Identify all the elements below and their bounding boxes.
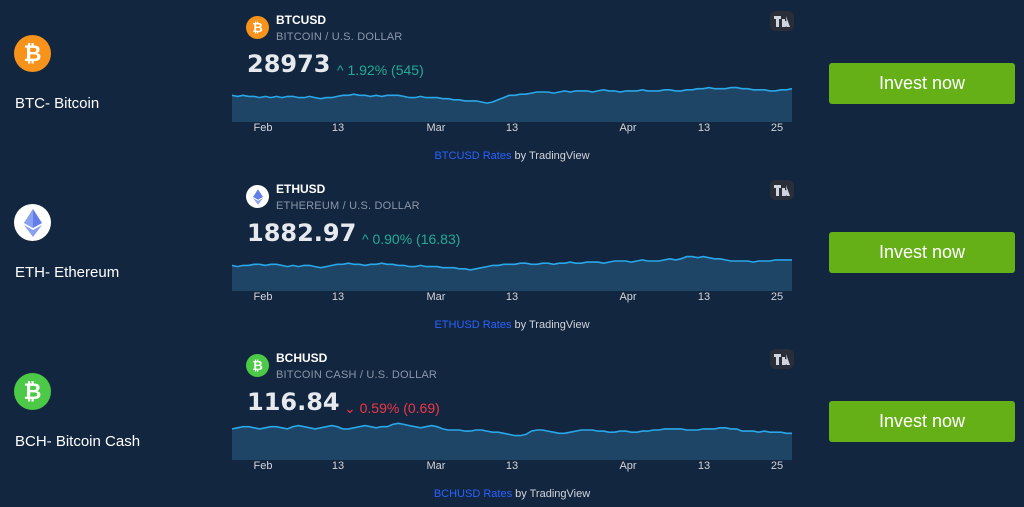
tradingview-logo-icon[interactable]	[770, 349, 794, 369]
invest-now-button[interactable]: Invest now	[829, 232, 1015, 273]
tradingview-widget[interactable]: ₿ BCHUSD BITCOIN CASH / U.S. DOLLAR 116.…	[232, 338, 794, 507]
symbol: ETHUSD	[276, 182, 326, 196]
ethereum-icon	[14, 204, 51, 241]
month-label: Feb	[253, 122, 273, 134]
month-label: 13	[505, 122, 519, 134]
bitcoin-cash-icon: ₿	[246, 354, 269, 377]
asset-label: ETH- Ethereum	[15, 264, 120, 281]
attribution-suffix: by TradingView	[511, 150, 590, 162]
price-change: ⌄ 0.59% (0.69)	[344, 400, 440, 417]
price: 28973	[247, 50, 331, 78]
asset-label: BTC- Bitcoin	[15, 95, 100, 112]
attribution: ETHUSD Rates by TradingView	[232, 319, 792, 331]
month-label: 13	[697, 460, 711, 472]
price-sparkline	[232, 422, 792, 460]
asset-row-bch: ₿ BCH- Bitcoin Cash ₿ BCHUSD BITCOIN CAS…	[0, 338, 1024, 507]
tradingview-widget[interactable]: ₿ BTCUSD BITCOIN / U.S. DOLLAR 28973 ^ 1…	[232, 0, 794, 169]
month-label: 13	[697, 122, 711, 134]
price: 1882.97	[247, 219, 357, 247]
bitcoin-icon: ₿	[14, 35, 51, 72]
change-value: 0.59% (0.69)	[359, 400, 440, 416]
asset-label: BCH- Bitcoin Cash	[15, 433, 141, 450]
sparkline-area	[232, 87, 792, 122]
attribution: BTCUSD Rates by TradingView	[232, 150, 792, 162]
month-label: Apr	[619, 291, 637, 303]
ethereum-icon	[246, 185, 269, 208]
month-label: 25	[770, 460, 784, 472]
sparkline-line	[232, 422, 792, 437]
invest-now-button[interactable]: Invest now	[829, 401, 1015, 442]
month-label: 25	[770, 122, 784, 134]
invest-now-button[interactable]: Invest now	[829, 63, 1015, 104]
symbol: BTCUSD	[276, 13, 326, 27]
month-label: 13	[331, 291, 345, 303]
tradingview-logo-icon[interactable]	[770, 11, 794, 31]
attribution-suffix: by TradingView	[512, 488, 591, 500]
price-change: ^ 1.92% (545)	[337, 62, 424, 78]
month-label: Feb	[253, 291, 273, 303]
sparkline-line	[232, 86, 792, 104]
symbol-description: BITCOIN CASH / U.S. DOLLAR	[276, 369, 438, 381]
price-change: ^ 0.90% (16.83)	[362, 231, 460, 247]
month-label: Feb	[253, 460, 273, 472]
symbol-description: ETHEREUM / U.S. DOLLAR	[276, 200, 420, 212]
up-arrow-icon: ^	[362, 231, 369, 247]
sparkline-line	[232, 255, 792, 271]
up-arrow-icon: ^	[337, 62, 344, 78]
month-label: Apr	[619, 460, 637, 472]
month-label: 13	[331, 460, 345, 472]
down-arrow-icon: ⌄	[344, 400, 356, 416]
attribution-suffix: by TradingView	[511, 319, 590, 331]
sparkline-area	[232, 423, 792, 460]
rates-link[interactable]: BCHUSD Rates	[433, 488, 513, 500]
month-label: 13	[505, 460, 519, 472]
bitcoin-cash-icon: ₿	[14, 373, 51, 410]
month-label: Mar	[426, 291, 446, 303]
month-label: Mar	[426, 460, 446, 472]
sparkline-area	[232, 256, 792, 291]
price: 116.84	[247, 388, 340, 416]
tradingview-widget[interactable]: ETHUSD ETHEREUM / U.S. DOLLAR 1882.97 ^ …	[232, 169, 794, 338]
asset-row-btc: ₿ BTC- Bitcoin ₿ BTCUSD BITCOIN / U.S. D…	[0, 0, 1024, 169]
month-label: 13	[505, 291, 519, 303]
month-label: 13	[697, 291, 711, 303]
price-sparkline	[232, 255, 792, 291]
asset-row-eth: ETH- Ethereum ETHUSD ETHEREUM / U.S. DOL…	[0, 169, 1024, 338]
month-label: 25	[770, 291, 784, 303]
month-label: Mar	[426, 122, 446, 134]
symbol-description: BITCOIN / U.S. DOLLAR	[276, 31, 403, 43]
tradingview-logo-icon[interactable]	[770, 180, 794, 200]
rates-link[interactable]: BTCUSD Rates	[434, 150, 512, 162]
month-label: 13	[331, 122, 345, 134]
change-value: 0.90% (16.83)	[372, 231, 461, 247]
month-label: Apr	[619, 122, 637, 134]
rates-link[interactable]: ETHUSD Rates	[434, 319, 512, 331]
bitcoin-icon: ₿	[246, 16, 269, 39]
price-sparkline	[232, 86, 792, 122]
attribution: BCHUSD Rates by TradingView	[232, 488, 792, 500]
symbol: BCHUSD	[276, 351, 328, 365]
change-value: 1.92% (545)	[347, 62, 424, 78]
